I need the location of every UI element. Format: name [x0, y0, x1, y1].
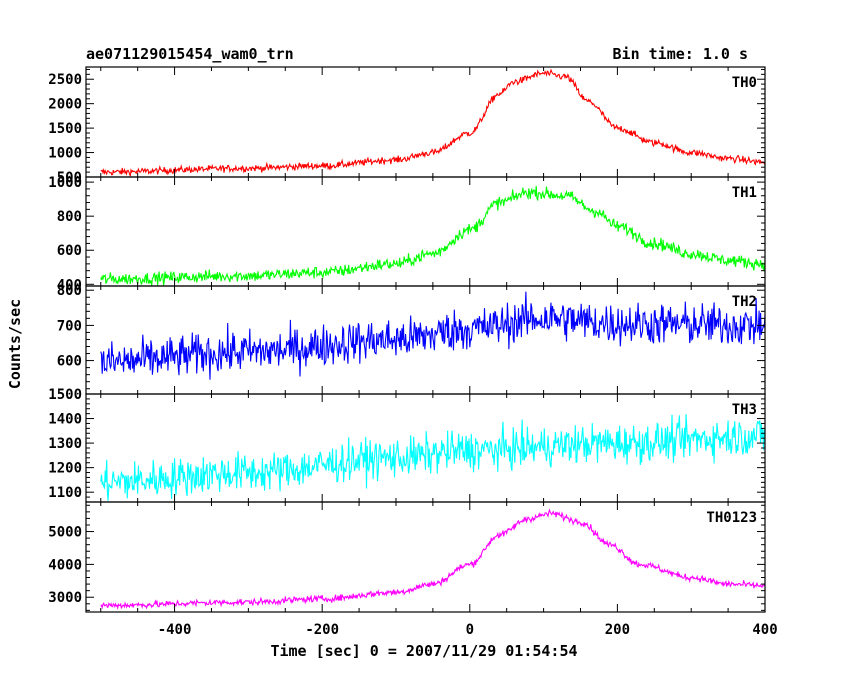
y-tick-label: 4000 [48, 557, 82, 573]
panel-frame [85, 176, 766, 287]
panel-label-th2: TH2 [732, 294, 757, 310]
panel-th2: 600 700 800 TH2 [57, 283, 766, 395]
x-tick-label: 200 [605, 622, 630, 638]
y-tick-label: 600 [57, 354, 82, 370]
y-tick-label: 3000 [48, 590, 82, 606]
y-tick-label: 1100 [48, 485, 82, 501]
panel-label-th0: TH0 [732, 75, 757, 91]
y-tick-label: 800 [57, 209, 82, 225]
panel-label-th3: TH3 [732, 402, 757, 418]
y-tick-label: 1000 [48, 175, 82, 191]
y-tick-label: 800 [57, 283, 82, 299]
bin-time-label: Bin time: 1.0 s [613, 45, 748, 63]
chart-title: ae071129015454_wam0_trn [86, 45, 294, 63]
x-tick-label: 400 [752, 622, 777, 638]
series-line-th3 [100, 414, 766, 501]
series-line-th0123 [100, 508, 766, 610]
panel-th0: 500 1000 1500 2000 2500 TH0 [48, 66, 766, 186]
y-tick-label: 2500 [48, 72, 82, 88]
y-axis-label: Counts/sec [6, 299, 24, 389]
y-tick-label: 1200 [48, 461, 82, 477]
x-tick-label: 0 [466, 622, 474, 638]
panel-label-th1: TH1 [732, 185, 757, 201]
panel-frame [85, 501, 766, 613]
panel-th1: 400 600 800 1000 TH1 [48, 175, 766, 293]
panel-th3: 1100 1200 1300 1400 1500 TH3 [48, 387, 766, 503]
y-tick-label: 1500 [48, 387, 82, 403]
panel-th0123: 3000 4000 5000 TH0123 [48, 501, 766, 613]
y-tick-label: 5000 [48, 525, 82, 541]
x-tick-label: -400 [158, 622, 192, 638]
series-line-th1 [100, 185, 766, 286]
series-line-th0 [100, 68, 766, 177]
y-tick-label: 400 [57, 277, 82, 293]
y-tick-label: 1400 [48, 412, 82, 428]
y-tick-label: 1500 [48, 121, 82, 137]
panel-label-th0123: TH0123 [706, 510, 757, 526]
y-tick-label: 1000 [48, 146, 82, 162]
x-tick-label: -200 [305, 622, 339, 638]
x-axis-label: Time [sec] 0 = 2007/11/29 01:54:54 [270, 642, 577, 660]
y-tick-label: 600 [57, 243, 82, 259]
y-tick-label: 700 [57, 318, 82, 334]
y-tick-label: 2000 [48, 97, 82, 113]
y-tick-label: 500 [57, 170, 82, 186]
series-line-th2 [100, 291, 766, 380]
panel-frame [85, 66, 766, 178]
y-tick-label: 1300 [48, 436, 82, 452]
